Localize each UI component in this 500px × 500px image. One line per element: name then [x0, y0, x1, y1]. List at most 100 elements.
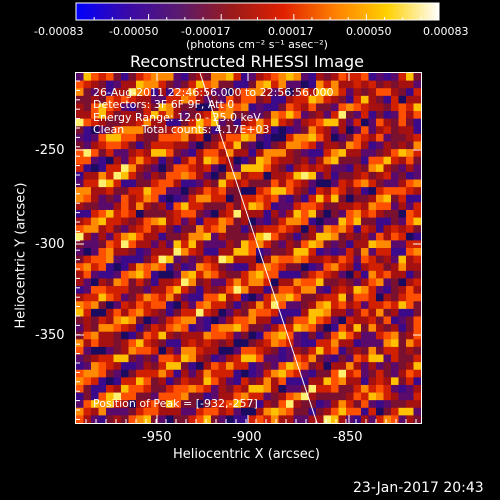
image-pixel: [413, 377, 422, 386]
image-pixel: [361, 171, 369, 180]
image-pixel: [203, 194, 212, 203]
image-pixel: [218, 400, 227, 409]
image-pixel: [286, 179, 294, 188]
image-pixel: [218, 149, 227, 158]
image-pixel: [128, 149, 137, 158]
image-pixel: [128, 407, 137, 416]
image-pixel: [226, 377, 234, 386]
image-pixel: [286, 118, 294, 127]
image-pixel: [136, 324, 144, 333]
image-pixel: [263, 400, 272, 409]
image-pixel: [241, 384, 249, 393]
image-pixel: [248, 171, 257, 180]
image-pixel: [368, 263, 377, 272]
image-pixel: [286, 126, 294, 135]
image-pixel: [211, 141, 219, 150]
image-pixel: [256, 179, 264, 188]
image-pixel: [361, 156, 369, 165]
image-pixel: [376, 217, 384, 226]
image-pixel: [76, 369, 84, 378]
image-pixel: [376, 415, 384, 424]
image-pixel: [166, 278, 174, 287]
image-pixel: [376, 339, 384, 348]
image-pixel: [188, 187, 197, 196]
image-pixel: [121, 377, 129, 386]
image-pixel: [263, 255, 272, 264]
image-pixel: [338, 126, 347, 135]
image-pixel: [113, 126, 122, 135]
axis-ticks: [76, 73, 421, 423]
image-pixel: [121, 171, 129, 180]
image-pixel: [226, 232, 234, 241]
image-pixel: [316, 111, 324, 120]
image-pixel: [368, 95, 377, 104]
image-pixel: [263, 324, 272, 333]
image-pixel: [188, 384, 197, 393]
image-pixel: [376, 255, 384, 264]
image-pixel: [181, 225, 189, 234]
image-pixel: [91, 73, 99, 82]
image-pixel: [398, 202, 407, 211]
image-pixel: [331, 339, 339, 348]
image-pixel: [91, 187, 99, 196]
image-pixel: [128, 293, 137, 302]
image-pixel: [226, 164, 234, 173]
image-pixel: [91, 415, 99, 424]
image-pixel: [211, 339, 219, 348]
image-pixel: [106, 225, 114, 234]
image-pixel: [136, 331, 144, 340]
image-pixel: [106, 232, 114, 241]
image-pixel: [293, 240, 302, 249]
image-pixel: [286, 369, 294, 378]
image-pixel: [271, 354, 279, 363]
image-pixel: [106, 248, 114, 257]
image-pixel: [113, 164, 122, 173]
image-pixel: [301, 133, 309, 142]
image-pixel: [323, 80, 332, 89]
image-pixel: [106, 141, 114, 150]
image-pixel: [338, 369, 347, 378]
image-pixel: [91, 202, 99, 211]
image-pixel: [286, 232, 294, 241]
image-pixel: [323, 392, 332, 401]
image-pixel: [278, 324, 287, 333]
image-pixel: [151, 339, 159, 348]
image-pixel: [398, 308, 407, 317]
image-pixel: [91, 278, 99, 287]
image-pixel: [218, 126, 227, 135]
image-pixel: [361, 331, 369, 340]
image-pixel: [286, 301, 294, 310]
image-pixel: [203, 270, 212, 279]
image-pixel: [278, 103, 287, 112]
image-pixel: [218, 346, 227, 355]
image-pixel: [196, 392, 204, 401]
image-pixel: [136, 133, 144, 142]
image-pixel: [398, 232, 407, 241]
image-pixel: [413, 187, 422, 196]
image-pixel: [211, 308, 219, 317]
image-pixel: [406, 217, 414, 226]
image-pixel: [346, 118, 354, 127]
image-pixel: [376, 324, 384, 333]
image-pixel: [383, 133, 392, 142]
image-pixel: [166, 118, 174, 127]
image-pixel: [338, 293, 347, 302]
image-pixel: [376, 392, 384, 401]
image-pixel: [128, 286, 137, 295]
image-pixel: [323, 73, 332, 82]
image-pixel: [76, 354, 84, 363]
image-pixel: [173, 248, 182, 257]
image-pixel: [203, 95, 212, 104]
image-pixel: [218, 392, 227, 401]
image-pixel: [368, 232, 377, 241]
image-pixel: [173, 156, 182, 165]
image-pixel: [98, 415, 107, 424]
image-pixel: [158, 316, 167, 325]
image-pixel: [338, 339, 347, 348]
image-pixel: [128, 308, 137, 317]
image-pixel: [368, 141, 377, 150]
image-pixel: [308, 339, 317, 348]
image-pixel: [293, 73, 302, 82]
image-pixel: [316, 301, 324, 310]
image-pixel: [211, 263, 219, 272]
